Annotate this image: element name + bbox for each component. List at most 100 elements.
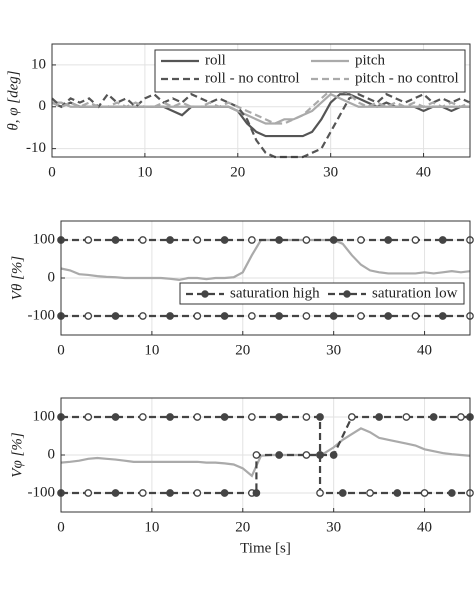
axes-frame <box>60 220 471 336</box>
y-tick-label: 100 <box>33 231 56 247</box>
marker <box>438 236 447 244</box>
marker <box>193 312 202 320</box>
marker <box>302 236 311 244</box>
marker <box>166 236 174 244</box>
x-tick-label: 0 <box>57 519 65 535</box>
marker <box>193 236 202 244</box>
marker <box>384 236 393 244</box>
y-axis-label: θ, φ [deg] <box>5 70 21 130</box>
marker <box>329 451 338 459</box>
y-tick-label: 100 <box>33 408 56 424</box>
marker <box>166 413 174 421</box>
y-tick-label: 0 <box>39 98 47 114</box>
marker <box>84 489 93 497</box>
marker <box>393 489 402 497</box>
line <box>52 92 470 125</box>
marker <box>84 312 93 320</box>
legend-marker <box>343 290 351 298</box>
x-tick-label: 10 <box>137 164 152 180</box>
y-tick-label: 0 <box>48 269 56 285</box>
marker <box>166 489 174 497</box>
marker <box>357 236 365 244</box>
y-axis-label: Vφ [%] <box>9 432 25 478</box>
marker <box>302 451 311 459</box>
marker <box>316 451 324 459</box>
legend-label: roll <box>205 52 226 68</box>
marker <box>316 489 324 497</box>
line <box>51 92 471 159</box>
marker <box>111 489 120 497</box>
legend-label: saturation high <box>230 285 320 301</box>
marker <box>84 413 93 421</box>
x-tick-label: 10 <box>144 519 159 535</box>
x-tick-label: 20 <box>235 342 250 358</box>
marker <box>420 489 429 497</box>
marker <box>111 312 120 320</box>
marker <box>316 413 324 421</box>
marker <box>252 451 261 459</box>
axes-frame <box>51 43 471 158</box>
marker <box>411 312 420 320</box>
marker <box>275 413 283 421</box>
subplot: 0 10 20 30 40 -100 0 100 Vφ [%] Time [s] <box>9 397 474 556</box>
x-tick-label: 0 <box>48 164 56 180</box>
marker <box>366 489 374 497</box>
marker <box>138 489 147 497</box>
marker <box>111 413 120 421</box>
legend-label: pitch - no control <box>355 70 459 86</box>
axes-frame <box>60 397 471 513</box>
legend-box <box>179 282 465 305</box>
marker <box>375 413 383 421</box>
legend-label: saturation low <box>372 285 458 301</box>
y-axis-label: Vθ [%] <box>9 256 25 301</box>
y-tick-label: -10 <box>26 140 46 156</box>
marker <box>302 312 311 320</box>
x-axis-label: Time [s] <box>240 540 291 556</box>
marker <box>302 413 311 421</box>
marker <box>220 489 229 497</box>
marker <box>193 489 202 497</box>
marker <box>166 312 174 320</box>
marker <box>138 413 147 421</box>
marker <box>429 413 438 421</box>
marker <box>248 236 256 244</box>
marker <box>275 451 283 459</box>
marker <box>457 413 465 421</box>
x-tick-label: 20 <box>230 164 245 180</box>
x-tick-label: 40 <box>416 164 431 180</box>
marker <box>248 312 256 320</box>
marker <box>357 312 365 320</box>
marker <box>84 236 93 244</box>
marker <box>275 312 283 320</box>
line <box>51 88 471 125</box>
marker <box>248 413 256 421</box>
marker <box>438 312 447 320</box>
marker <box>275 236 283 244</box>
x-tick-label: 30 <box>323 164 338 180</box>
y-tick-label: -100 <box>28 484 56 500</box>
x-tick-label: 40 <box>417 342 432 358</box>
marker <box>111 236 120 244</box>
marker <box>338 489 347 497</box>
marker <box>138 236 147 244</box>
marker <box>347 413 356 421</box>
marker <box>252 489 261 497</box>
marker <box>329 236 338 244</box>
marker <box>220 312 229 320</box>
x-tick-label: 10 <box>144 342 159 358</box>
marker <box>384 312 393 320</box>
legend-label: roll - no control <box>205 70 300 86</box>
x-tick-label: 40 <box>417 519 432 535</box>
marker <box>402 413 411 421</box>
marker <box>411 236 420 244</box>
marker <box>220 413 229 421</box>
marker <box>138 312 147 320</box>
y-tick-label: 10 <box>31 56 46 72</box>
y-tick-label: -100 <box>28 307 56 323</box>
line <box>61 453 470 495</box>
legend-box <box>154 49 466 93</box>
x-tick-label: 30 <box>326 519 341 535</box>
x-tick-label: 20 <box>235 519 250 535</box>
